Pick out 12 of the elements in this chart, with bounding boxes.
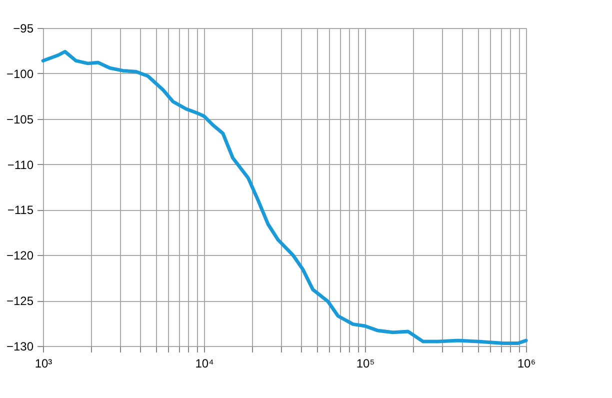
y-tick-label: −100	[6, 66, 34, 81]
x-tick-label: 10⁶	[517, 356, 536, 370]
y-tick-label: −125	[6, 294, 34, 308]
x-tick-label: 10³	[34, 356, 52, 370]
y-tick-label: −95	[13, 22, 34, 36]
y-tick-label: −115	[7, 203, 34, 218]
x-tick-label: 10⁴	[195, 356, 214, 370]
x-tick-label: 10⁵	[356, 356, 375, 370]
y-tick-label: −110	[7, 158, 34, 172]
y-tick-label: −105	[6, 112, 34, 126]
y-tick-label: −120	[6, 248, 34, 263]
y-tick-label: −130	[6, 340, 34, 354]
